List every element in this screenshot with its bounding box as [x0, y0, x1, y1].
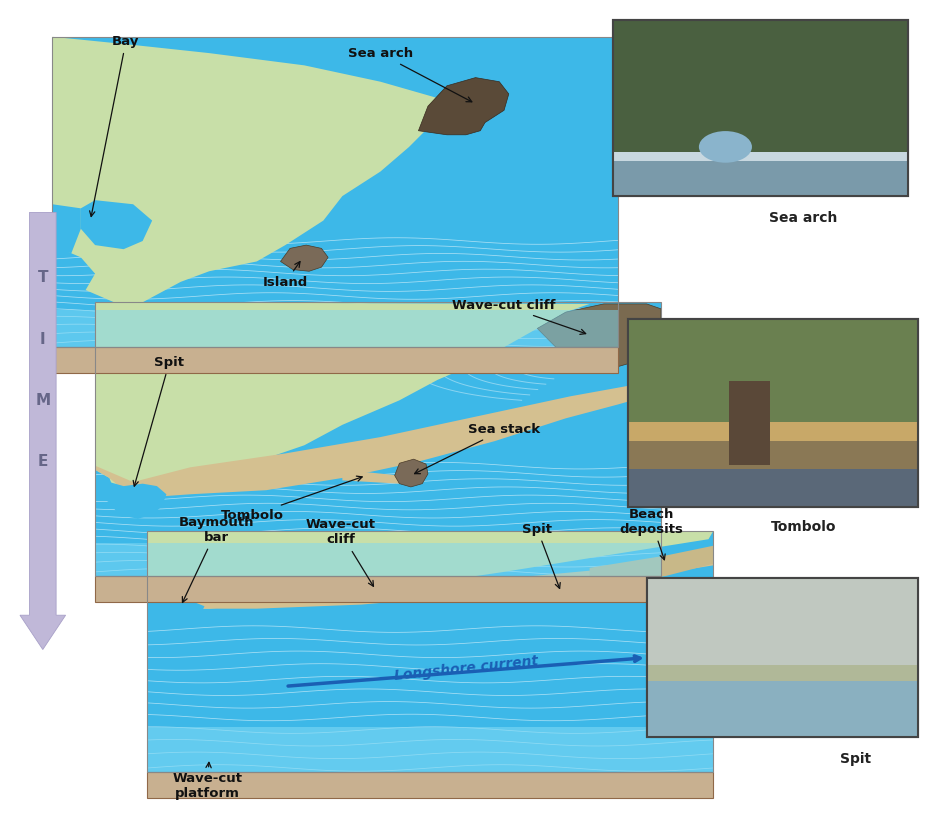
Text: Wave-cut
platform: Wave-cut platform — [172, 762, 243, 801]
Polygon shape — [95, 478, 166, 519]
Polygon shape — [95, 576, 661, 602]
Bar — [95, 302, 661, 576]
Bar — [613, 20, 908, 152]
Bar — [647, 578, 918, 737]
Polygon shape — [147, 598, 204, 623]
Text: Tombolo: Tombolo — [771, 520, 836, 534]
Polygon shape — [147, 556, 713, 609]
Polygon shape — [281, 245, 328, 271]
Polygon shape — [52, 204, 81, 253]
Bar — [647, 676, 918, 737]
Text: Beach
deposits: Beach deposits — [619, 507, 684, 560]
Bar — [647, 578, 918, 737]
Text: Bay: Bay — [89, 35, 140, 217]
Text: E: E — [38, 454, 48, 469]
Text: I: I — [40, 332, 46, 346]
Text: Longshore current: Longshore current — [394, 654, 538, 683]
Bar — [147, 531, 713, 772]
Text: Spit: Spit — [522, 523, 560, 588]
Polygon shape — [395, 459, 428, 487]
Bar — [628, 319, 918, 422]
Polygon shape — [533, 578, 594, 605]
Polygon shape — [147, 531, 713, 609]
Text: Spit: Spit — [133, 356, 184, 486]
Polygon shape — [81, 200, 152, 249]
Bar — [647, 662, 918, 681]
Bar — [628, 319, 918, 507]
Bar — [613, 20, 908, 196]
Polygon shape — [590, 546, 713, 588]
Text: Sea arch: Sea arch — [348, 47, 472, 102]
Bar — [52, 37, 618, 347]
Bar — [647, 578, 918, 665]
Bar — [613, 20, 908, 196]
Polygon shape — [95, 302, 661, 576]
Polygon shape — [52, 310, 618, 347]
Bar — [628, 422, 918, 441]
Polygon shape — [95, 302, 590, 498]
Polygon shape — [52, 37, 618, 347]
Text: Sea stack: Sea stack — [415, 423, 540, 474]
Text: M: M — [35, 393, 50, 408]
Polygon shape — [95, 543, 661, 576]
Bar — [628, 319, 918, 507]
Polygon shape — [52, 37, 437, 302]
Bar — [628, 435, 918, 469]
Text: Wave-cut cliff: Wave-cut cliff — [453, 299, 586, 334]
Polygon shape — [52, 347, 618, 373]
FancyArrow shape — [20, 212, 66, 650]
Polygon shape — [95, 380, 661, 498]
Text: T: T — [37, 270, 49, 285]
Polygon shape — [418, 78, 509, 135]
Polygon shape — [147, 727, 713, 772]
Polygon shape — [537, 304, 661, 372]
Bar — [613, 144, 908, 161]
Polygon shape — [257, 578, 518, 603]
Polygon shape — [342, 470, 399, 484]
Polygon shape — [147, 772, 713, 798]
Text: Spit: Spit — [841, 752, 871, 766]
Text: Baymouth
bar: Baymouth bar — [179, 516, 255, 602]
Text: Tombolo: Tombolo — [221, 476, 362, 522]
Bar — [628, 465, 918, 507]
Text: Sea arch: Sea arch — [769, 211, 838, 225]
Bar — [613, 152, 908, 196]
Text: Island: Island — [262, 261, 308, 289]
Bar — [729, 381, 769, 465]
Polygon shape — [147, 531, 713, 772]
Text: Wave-cut
cliff: Wave-cut cliff — [305, 518, 376, 587]
Ellipse shape — [699, 131, 752, 163]
